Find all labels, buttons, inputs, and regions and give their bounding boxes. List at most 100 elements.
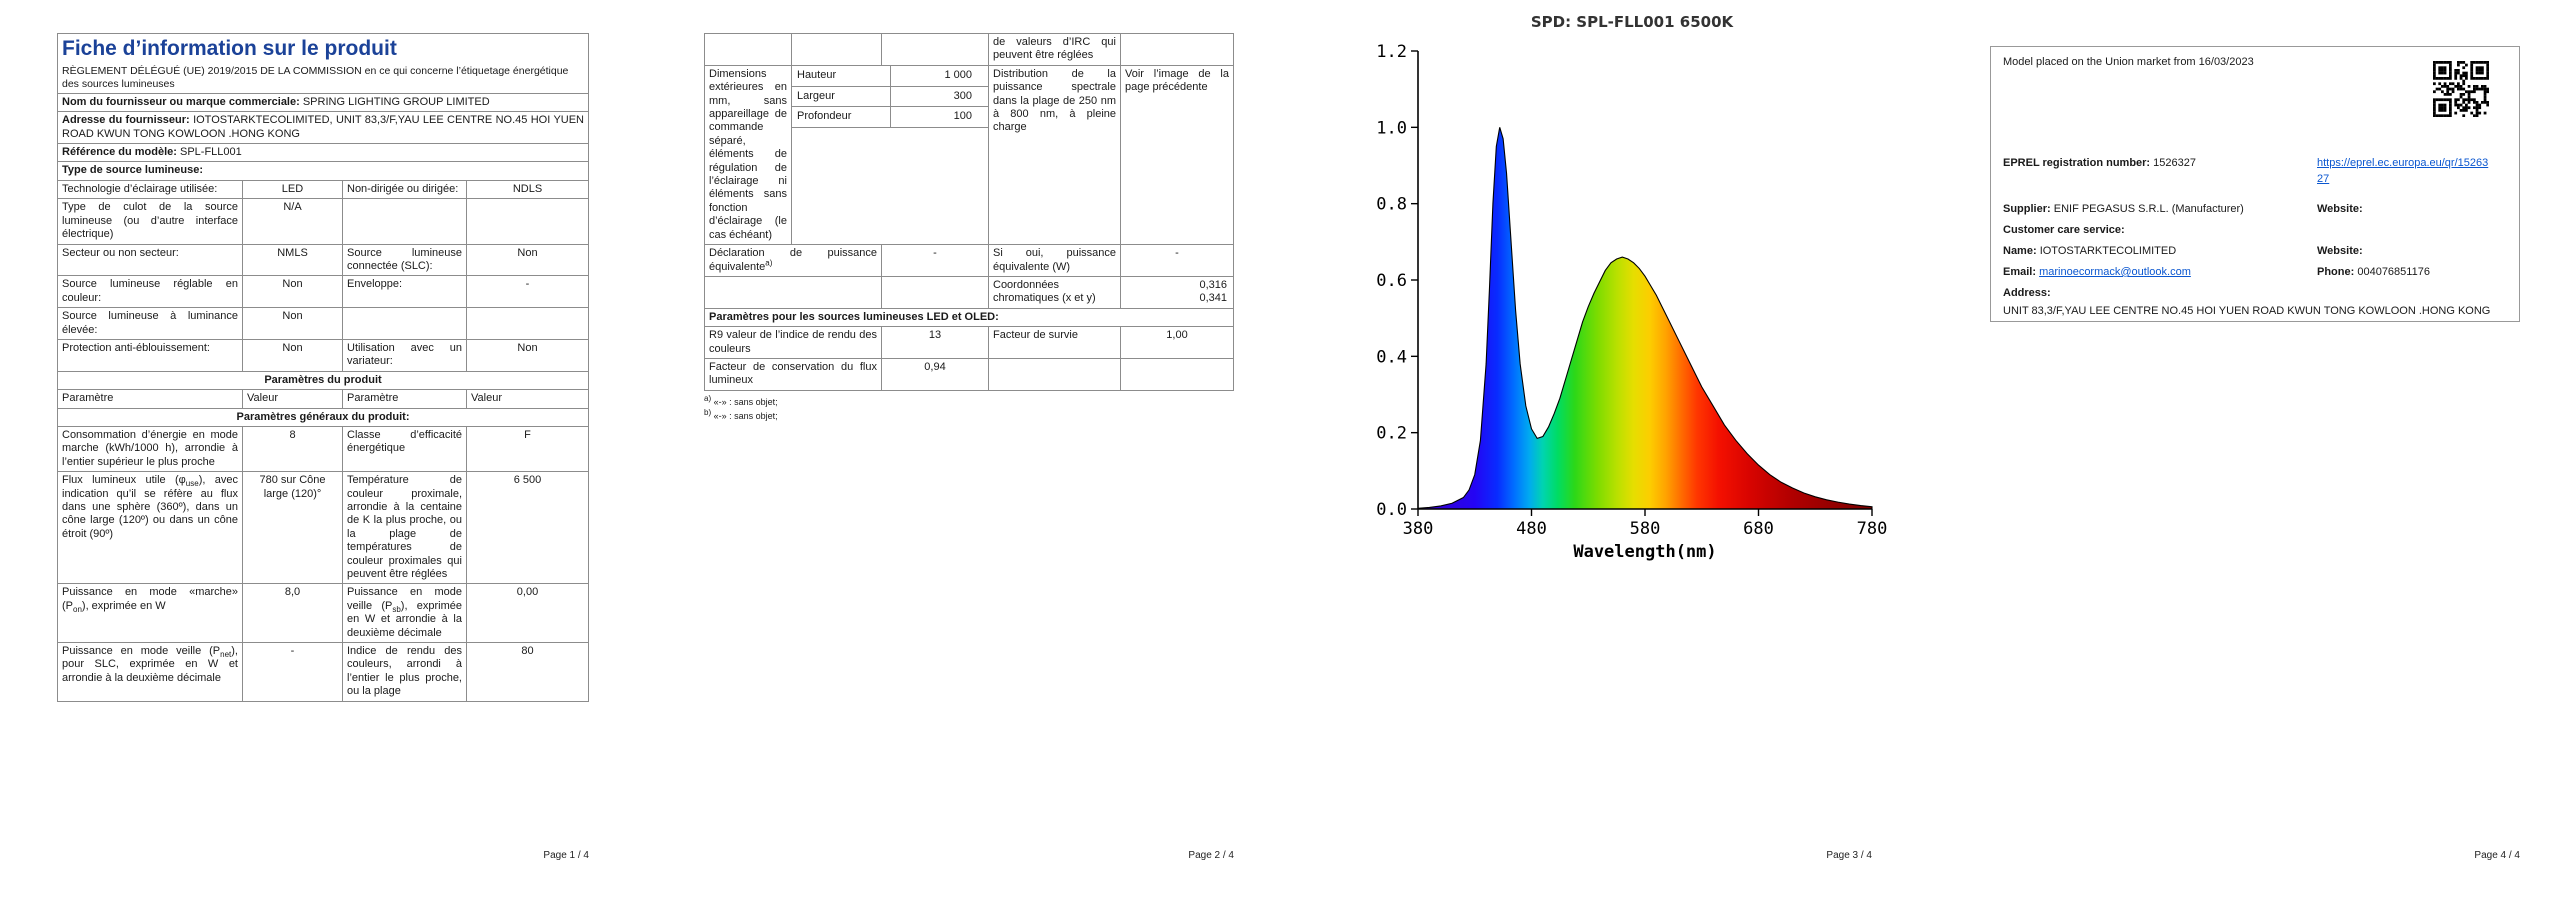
param-value-cell: 0,94 bbox=[881, 357, 989, 391]
param-value-cell bbox=[466, 307, 589, 340]
param-label-cell: Puissance en mode veille (Psb), exprimée… bbox=[342, 583, 467, 644]
eprel-label: EPREL registration number: bbox=[2003, 157, 2151, 169]
param-value-cell bbox=[466, 198, 589, 245]
dimension-row: Largeur 300 bbox=[792, 86, 988, 108]
dimensions-subtable-cell: Hauteur 1 000 Largeur 300 Profondeur 100 bbox=[791, 64, 989, 246]
param-value-cell: 80 bbox=[466, 642, 589, 702]
source-row: Type de culot de la source lumineuse (ou… bbox=[57, 198, 589, 245]
eprel-row: EPREL registration number: 1526327 https… bbox=[2003, 155, 2507, 187]
empty-cell bbox=[881, 33, 989, 66]
param-value-cell: NDLS bbox=[466, 179, 589, 200]
chromaticity-row: Coordonnées chromatiques (x et y) 0,316 0… bbox=[704, 275, 1234, 309]
dimension-name: Profondeur bbox=[792, 106, 892, 129]
name-value: IOTOSTARKTECOLIMITED bbox=[2039, 245, 2177, 257]
param-value-cell: 8 bbox=[242, 425, 343, 473]
param-label-cell: Source lumineuse réglable en couleur: bbox=[57, 275, 243, 309]
market-placement-text: Model placed on the Union market from 16… bbox=[2003, 56, 2254, 68]
param-label-cell: Facteur de conservation du flux lumineux bbox=[704, 357, 882, 391]
fiche-table-continuation: de valeurs d’IRC qui peuvent être réglée… bbox=[704, 33, 1234, 391]
label-info-box: Model placed on the Union market from 16… bbox=[1990, 46, 2520, 322]
irc-continuation-text: de valeurs d’IRC qui peuvent être réglée… bbox=[988, 33, 1121, 66]
param-row: Puissance en mode veille (Pnet), pour SL… bbox=[57, 642, 589, 702]
supplier-details: EPREL registration number: 1526327 https… bbox=[2003, 155, 2507, 319]
empty-cell bbox=[988, 357, 1121, 391]
param-value-cell: Non bbox=[466, 338, 589, 372]
param-row: Puissance en mode «marche» (Pon), exprim… bbox=[57, 583, 589, 644]
param-value-cell: Non bbox=[242, 275, 343, 309]
page-3-spd-chart: SPD: SPL-FLL001 6500K 380 480 580 680 780 0.0… bbox=[1372, 14, 1892, 574]
svg-text:0.4: 0.4 bbox=[1376, 347, 1407, 367]
empty-cell bbox=[881, 275, 989, 309]
svg-text:1.2: 1.2 bbox=[1376, 42, 1407, 62]
param-label-cell: Puissance en mode veille (Pnet), pour SL… bbox=[57, 642, 243, 702]
source-row: Source lumineuse réglable en couleur: No… bbox=[57, 275, 589, 309]
page-number-4: Page 4 / 4 bbox=[2474, 850, 2520, 861]
supplier-value: ENIF PEGASUS S.R.L. (Manufacturer) bbox=[2053, 203, 2244, 215]
customer-care-label: Customer care service: bbox=[2003, 224, 2125, 236]
empty-cell bbox=[704, 275, 882, 309]
param-label-cell: Non-dirigée ou dirigée: bbox=[342, 179, 467, 200]
svg-text:1.0: 1.0 bbox=[1376, 118, 1407, 138]
eprel-qr-link[interactable]: https://eprel.ec.europa.eu/qr/1526327 bbox=[2317, 157, 2489, 185]
param-label-cell bbox=[342, 307, 467, 340]
param-value-cell: - bbox=[242, 642, 343, 702]
param-value-cell: Non bbox=[466, 243, 589, 277]
chart-title-text: SPD: SPL-FLL001 6500K bbox=[1530, 14, 1734, 29]
param-label-cell: Consommation d’énergie en mode marche (k… bbox=[57, 425, 243, 473]
model-ref-row: Référence du modèle: SPL-FLL001 bbox=[57, 143, 589, 163]
page-title: Fiche d’information sur le produit bbox=[62, 37, 397, 60]
param-value-cell: NMLS bbox=[242, 243, 343, 277]
param-label-cell: Température de couleur proximale, arrond… bbox=[342, 471, 467, 585]
source-row: Source lumineuse à luminance élevée: Non bbox=[57, 307, 589, 340]
source-type-label: Type de source lumineuse: bbox=[62, 164, 204, 177]
param-label-cell: Flux lumineux utile (φuse), avec indicat… bbox=[57, 471, 243, 585]
name-row: Name: IOTOSTARKTECOLIMITED Website: bbox=[2003, 243, 2507, 259]
param-row: Consommation d’énergie en mode marche (k… bbox=[57, 425, 589, 473]
column-header: Valeur bbox=[242, 389, 343, 409]
param-value-cell: 780 sur Cône large (120)° bbox=[242, 471, 343, 585]
param-value-cell: - bbox=[881, 244, 989, 277]
spd-label: Distribution de la puissance spectrale d… bbox=[988, 64, 1121, 246]
empty-cell bbox=[791, 33, 882, 66]
product-params-header: Paramètres du produit bbox=[57, 370, 589, 391]
supplier-name-row: Nom du fournisseur ou marque commerciale… bbox=[57, 92, 589, 113]
column-header: Paramètre bbox=[342, 389, 467, 409]
param-label-cell bbox=[342, 198, 467, 245]
param-value-cell: 8,0 bbox=[242, 583, 343, 644]
param-label-cell: Déclaration de puissance équivalentea) bbox=[704, 244, 882, 277]
param-label-cell: Puissance en mode «marche» (Pon), exprim… bbox=[57, 583, 243, 644]
supplier-name-label: Nom du fournisseur ou marque commerciale… bbox=[62, 95, 300, 108]
svg-text:680: 680 bbox=[1743, 519, 1774, 539]
source-row: Protection anti-éblouissement: Non Utili… bbox=[57, 338, 589, 372]
param-label-cell: Secteur ou non secteur: bbox=[57, 243, 243, 277]
empty-cell bbox=[704, 33, 792, 66]
svg-text:0.2: 0.2 bbox=[1376, 424, 1407, 444]
dimension-row: Profondeur 100 bbox=[792, 106, 988, 129]
section-header-row: Paramètres du produit bbox=[57, 370, 589, 391]
param-value-cell: F bbox=[466, 425, 589, 473]
phone-label: Phone: bbox=[2317, 266, 2355, 278]
model-ref-label: Référence du modèle: bbox=[62, 146, 177, 159]
website-label: Website: bbox=[2317, 245, 2363, 257]
svg-text:580: 580 bbox=[1630, 519, 1661, 539]
column-header: Paramètre bbox=[57, 389, 243, 409]
address-label-row: Address: bbox=[2003, 285, 2507, 301]
dimension-name: Hauteur bbox=[792, 65, 892, 87]
svg-text:Wavelength(nm): Wavelength(nm) bbox=[1573, 542, 1716, 562]
address-value-row: UNIT 83,3/F,YAU LEE CENTRE NO.45 HOI YUE… bbox=[2003, 303, 2507, 319]
supplier-address-value: IOTOSTARKTECOLIMITED, UNIT 83,3/F,YAU LE… bbox=[62, 114, 585, 140]
dimensions-label: Dimensions extérieures en mm, sans appar… bbox=[704, 64, 792, 246]
page-4-supplier-info: Model placed on the Union market from 16… bbox=[1990, 46, 2520, 322]
regulation-subtitle: RÈGLEMENT DÉLÉGUÉ (UE) 2019/2015 DE LA C… bbox=[62, 64, 569, 90]
supplier-address-label: Adresse du fournisseur: bbox=[62, 114, 190, 127]
param-value-cell: LED bbox=[242, 179, 343, 200]
param-label-cell: Si oui, puissance équivalente (W) bbox=[988, 244, 1121, 277]
param-label-cell: Technologie d’éclairage utilisée: bbox=[57, 179, 243, 200]
spd-value: Voir l’image de la page précédente bbox=[1120, 64, 1234, 246]
dimension-value: 300 bbox=[890, 86, 988, 108]
fiche-table: Fiche d’information sur le produit RÈGLE… bbox=[57, 33, 589, 702]
email-link[interactable]: marinoecormack@outlook.com bbox=[2039, 266, 2191, 278]
column-header-row: Paramètre Valeur Paramètre Valeur bbox=[57, 389, 589, 409]
address-label: Address: bbox=[2003, 287, 2051, 299]
param-label-cell: Facteur de survie bbox=[988, 326, 1121, 359]
